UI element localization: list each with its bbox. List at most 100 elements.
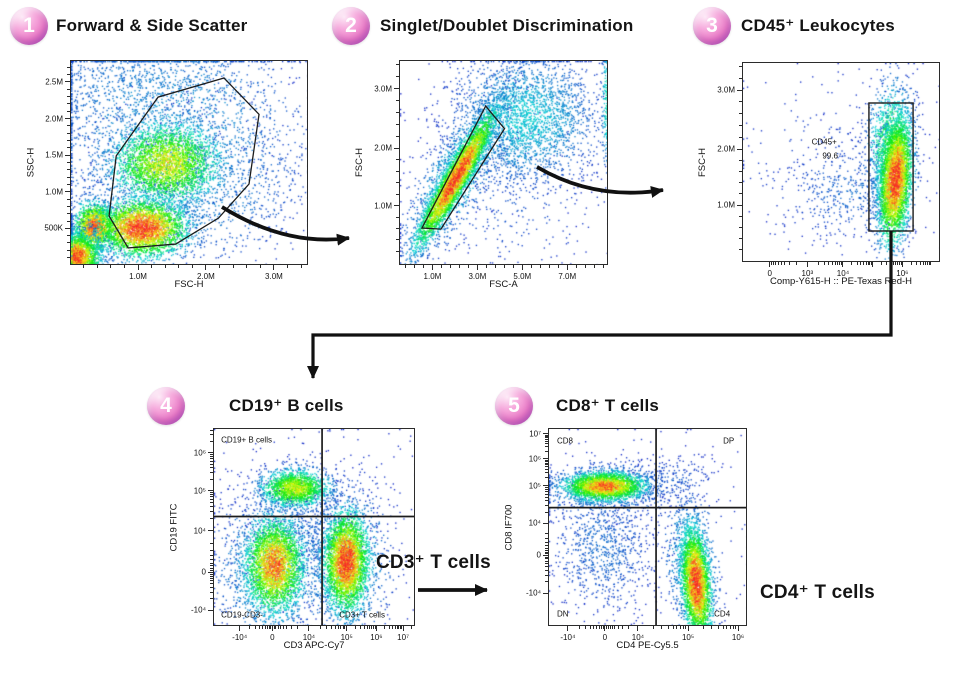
y-major-tick bbox=[65, 154, 70, 156]
y-minor-tick bbox=[67, 256, 70, 258]
y-minor-tick bbox=[739, 226, 742, 228]
x-minor-tick bbox=[817, 262, 819, 265]
y-minor-tick bbox=[739, 113, 742, 115]
x-tick-label: 0 bbox=[767, 269, 772, 278]
y-minor-tick bbox=[210, 565, 213, 567]
step-number: 3 bbox=[706, 14, 718, 37]
x-minor-tick bbox=[621, 626, 623, 629]
x-major-tick bbox=[308, 626, 310, 631]
gate-overlay bbox=[868, 102, 914, 232]
y-minor-tick bbox=[545, 545, 548, 547]
y-minor-tick bbox=[67, 220, 70, 222]
x-minor-tick bbox=[178, 265, 180, 268]
step-number: 5 bbox=[508, 394, 520, 417]
scatter-canvas bbox=[400, 61, 607, 264]
y-minor-tick bbox=[545, 558, 548, 560]
y-major-tick bbox=[65, 191, 70, 193]
y-minor-tick bbox=[545, 549, 548, 551]
x-minor-tick bbox=[584, 265, 586, 268]
x-minor-tick bbox=[297, 626, 299, 629]
x-tick-label: 3.0M bbox=[265, 272, 283, 281]
y-major-tick bbox=[737, 89, 742, 91]
y-minor-tick bbox=[210, 559, 213, 561]
y-minor-tick bbox=[67, 161, 70, 163]
x-minor-tick bbox=[863, 262, 865, 265]
x-minor-tick bbox=[503, 265, 505, 268]
x-minor-tick bbox=[96, 265, 98, 268]
plot-frame: CD19+ B cells CD19-CD3- CD3+ T cells bbox=[213, 428, 415, 626]
x-minor-tick bbox=[834, 262, 836, 265]
y-minor-tick bbox=[396, 100, 399, 102]
y-minor-tick bbox=[210, 598, 213, 600]
y-minor-tick bbox=[545, 511, 548, 513]
y-minor-tick bbox=[545, 496, 548, 498]
x-major-tick bbox=[431, 265, 433, 270]
y-minor-tick bbox=[396, 182, 399, 184]
y-minor-tick bbox=[67, 96, 70, 98]
y-axis-label: FSC-H bbox=[354, 147, 366, 178]
y-minor-tick bbox=[67, 66, 70, 68]
x-minor-tick bbox=[391, 626, 393, 629]
y-minor-tick bbox=[210, 463, 213, 465]
x-minor-tick bbox=[548, 265, 550, 268]
x-minor-tick bbox=[609, 626, 611, 629]
y-tick-label: 10⁶ bbox=[193, 448, 206, 458]
x-minor-tick bbox=[922, 262, 924, 265]
step-number: 1 bbox=[23, 14, 35, 37]
y-minor-tick bbox=[396, 228, 399, 229]
y-major-tick bbox=[65, 81, 70, 83]
y-minor-tick bbox=[210, 569, 213, 571]
x-minor-tick bbox=[919, 262, 921, 265]
y-minor-tick bbox=[396, 76, 399, 78]
plot-frame bbox=[70, 60, 308, 265]
x-tick-label: 10⁴ bbox=[302, 633, 316, 642]
x-minor-tick bbox=[394, 626, 396, 629]
x-minor-tick bbox=[286, 626, 288, 629]
y-tick-label: 10⁴ bbox=[193, 526, 206, 536]
x-major-tick bbox=[872, 262, 874, 267]
y-minor-tick bbox=[67, 147, 70, 149]
y-minor-tick bbox=[545, 469, 548, 471]
x-minor-tick bbox=[898, 262, 900, 265]
gate-overlay bbox=[108, 77, 260, 249]
y-minor-tick bbox=[67, 183, 70, 185]
y-minor-tick bbox=[739, 182, 742, 184]
y-major-tick bbox=[208, 490, 213, 492]
x-minor-tick bbox=[467, 265, 469, 268]
step-badge-5: 5 bbox=[495, 387, 533, 425]
y-minor-tick bbox=[210, 499, 213, 501]
y-minor-tick bbox=[545, 581, 548, 583]
x-minor-tick bbox=[326, 626, 328, 629]
x-minor-tick bbox=[865, 262, 867, 265]
x-major-tick bbox=[737, 626, 739, 631]
y-minor-tick bbox=[545, 490, 548, 492]
x-minor-tick bbox=[916, 262, 918, 265]
y-minor-tick bbox=[545, 450, 548, 452]
x-minor-tick bbox=[726, 626, 728, 629]
step-number: 2 bbox=[345, 14, 357, 37]
y-tick-label: 2.0M bbox=[374, 143, 392, 153]
y-minor-tick bbox=[545, 574, 548, 576]
x-tick-label: 10³ bbox=[801, 269, 814, 278]
plot-frame bbox=[399, 60, 608, 265]
x-minor-tick bbox=[930, 262, 932, 265]
y-minor-tick bbox=[545, 477, 548, 479]
y-minor-tick bbox=[210, 458, 213, 460]
plot-forward-side-scatter: FSC-H SSC-H 1.0M 2.0M 3.0M 500K 1.0M 1.5M 2.0M… bbox=[26, 60, 308, 290]
x-major-tick bbox=[137, 265, 139, 270]
y-minor-tick bbox=[739, 124, 742, 126]
y-minor-tick bbox=[396, 64, 399, 66]
x-minor-tick bbox=[627, 626, 629, 629]
y-minor-tick bbox=[210, 502, 213, 504]
x-minor-tick bbox=[928, 262, 930, 265]
step-title-4: CD19⁺ B cells bbox=[229, 396, 344, 415]
x-minor-tick bbox=[870, 262, 872, 265]
y-minor-tick bbox=[545, 553, 548, 555]
in-plot-label: 99.6 bbox=[822, 151, 838, 161]
y-minor-tick bbox=[545, 486, 548, 488]
x-tick-label: 10⁴ bbox=[836, 269, 850, 278]
x-minor-tick bbox=[331, 626, 333, 629]
y-minor-tick bbox=[545, 566, 548, 568]
y-tick-label: 1.0M bbox=[717, 200, 735, 210]
